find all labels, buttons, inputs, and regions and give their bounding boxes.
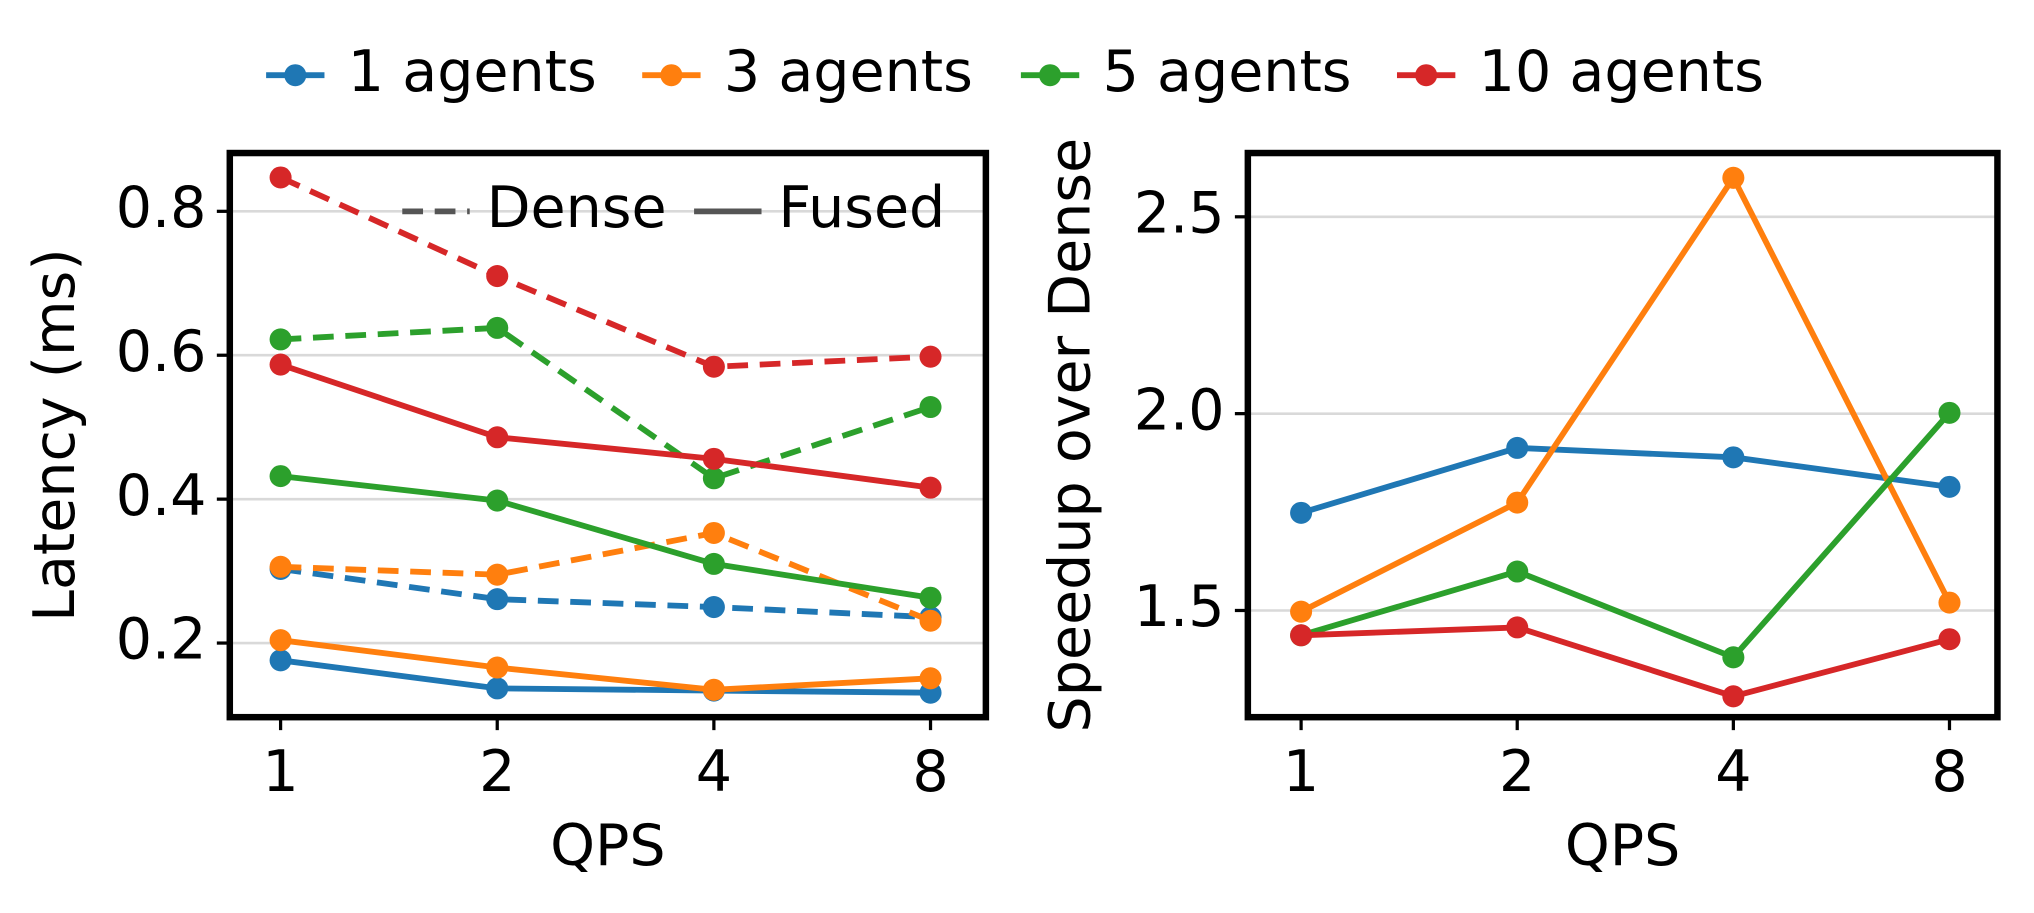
x-tick-label: 4 bbox=[696, 739, 732, 805]
x-tick-label: 1 bbox=[262, 739, 298, 805]
series-line bbox=[280, 473, 931, 601]
y-tick-label: 1.5 bbox=[1134, 574, 1225, 640]
point bbox=[1722, 166, 1745, 189]
point bbox=[702, 552, 725, 575]
point bbox=[702, 596, 725, 619]
point bbox=[1290, 501, 1313, 524]
point bbox=[486, 677, 509, 700]
point bbox=[1722, 446, 1745, 469]
point bbox=[269, 328, 292, 351]
series-line bbox=[280, 637, 931, 693]
point bbox=[1506, 491, 1529, 514]
style-legend-label: Dense bbox=[487, 175, 667, 241]
y-tick-label: 2.0 bbox=[1134, 377, 1225, 443]
point bbox=[1506, 616, 1529, 639]
point bbox=[1722, 646, 1745, 669]
point bbox=[486, 426, 509, 449]
point bbox=[486, 588, 509, 611]
point bbox=[702, 521, 725, 544]
legend-label: 10 agents bbox=[1479, 39, 1764, 105]
point bbox=[269, 353, 292, 376]
series-line bbox=[1300, 444, 1950, 516]
style-legend-label: Fused bbox=[778, 175, 945, 241]
series-line bbox=[280, 529, 932, 624]
point bbox=[1938, 591, 1961, 614]
point bbox=[919, 586, 942, 609]
point bbox=[1506, 436, 1529, 459]
point bbox=[702, 467, 725, 490]
x-tick-label: 2 bbox=[1499, 739, 1535, 805]
point bbox=[919, 345, 942, 368]
point bbox=[269, 465, 292, 488]
x-tick-label: 1 bbox=[1283, 739, 1319, 805]
x-tick-label: 4 bbox=[1715, 739, 1751, 805]
y-axis-label: Latency (ms) bbox=[22, 248, 88, 621]
legend-marker bbox=[1039, 64, 1062, 87]
x-axis-label: QPS bbox=[550, 813, 666, 879]
axes-frame bbox=[1244, 149, 2001, 721]
series-line bbox=[279, 361, 931, 491]
point bbox=[269, 649, 292, 672]
point bbox=[486, 489, 509, 512]
y-axis-label: Speedup over Dense bbox=[1038, 138, 1104, 733]
point bbox=[702, 355, 725, 378]
point bbox=[1290, 600, 1313, 623]
x-tick-label: 8 bbox=[912, 739, 948, 805]
legend-marker bbox=[1415, 64, 1438, 87]
series-line bbox=[280, 566, 931, 621]
point bbox=[1938, 628, 1961, 651]
x-tick-label: 2 bbox=[479, 739, 515, 805]
point bbox=[919, 667, 942, 690]
y-tick-label: 2.5 bbox=[1134, 180, 1225, 246]
legend-label: 1 agents bbox=[348, 39, 597, 105]
legend-label: 3 agents bbox=[724, 39, 973, 105]
point bbox=[702, 678, 725, 701]
point bbox=[269, 629, 292, 652]
point bbox=[486, 265, 509, 288]
series-line bbox=[1299, 172, 1953, 615]
point bbox=[486, 656, 509, 679]
point bbox=[269, 166, 292, 189]
series-line bbox=[1300, 410, 1952, 661]
point bbox=[1506, 560, 1529, 583]
series-line bbox=[280, 324, 932, 482]
point bbox=[486, 316, 509, 339]
y-tick-label: 0.8 bbox=[116, 175, 207, 241]
point bbox=[919, 476, 942, 499]
series-line bbox=[1300, 624, 1951, 700]
point bbox=[702, 447, 725, 470]
y-tick-label: 0.6 bbox=[116, 319, 207, 385]
point bbox=[486, 563, 509, 586]
series-line bbox=[280, 657, 931, 696]
axes-frame bbox=[226, 149, 990, 721]
point bbox=[1938, 401, 1961, 424]
legend-marker bbox=[660, 64, 683, 87]
legend-marker bbox=[284, 64, 307, 87]
point bbox=[919, 396, 942, 419]
plot-area bbox=[269, 166, 942, 704]
point bbox=[269, 555, 292, 578]
y-tick-label: 0.2 bbox=[116, 607, 207, 673]
plot-area bbox=[1290, 166, 1961, 708]
point bbox=[1938, 475, 1961, 498]
point bbox=[1722, 685, 1745, 708]
point bbox=[1290, 624, 1313, 647]
legend-label: 5 agents bbox=[1103, 39, 1352, 105]
y-tick-label: 0.4 bbox=[116, 463, 207, 529]
x-axis-label: QPS bbox=[1565, 813, 1681, 879]
x-tick-label: 8 bbox=[1931, 739, 1967, 805]
point bbox=[919, 609, 942, 632]
